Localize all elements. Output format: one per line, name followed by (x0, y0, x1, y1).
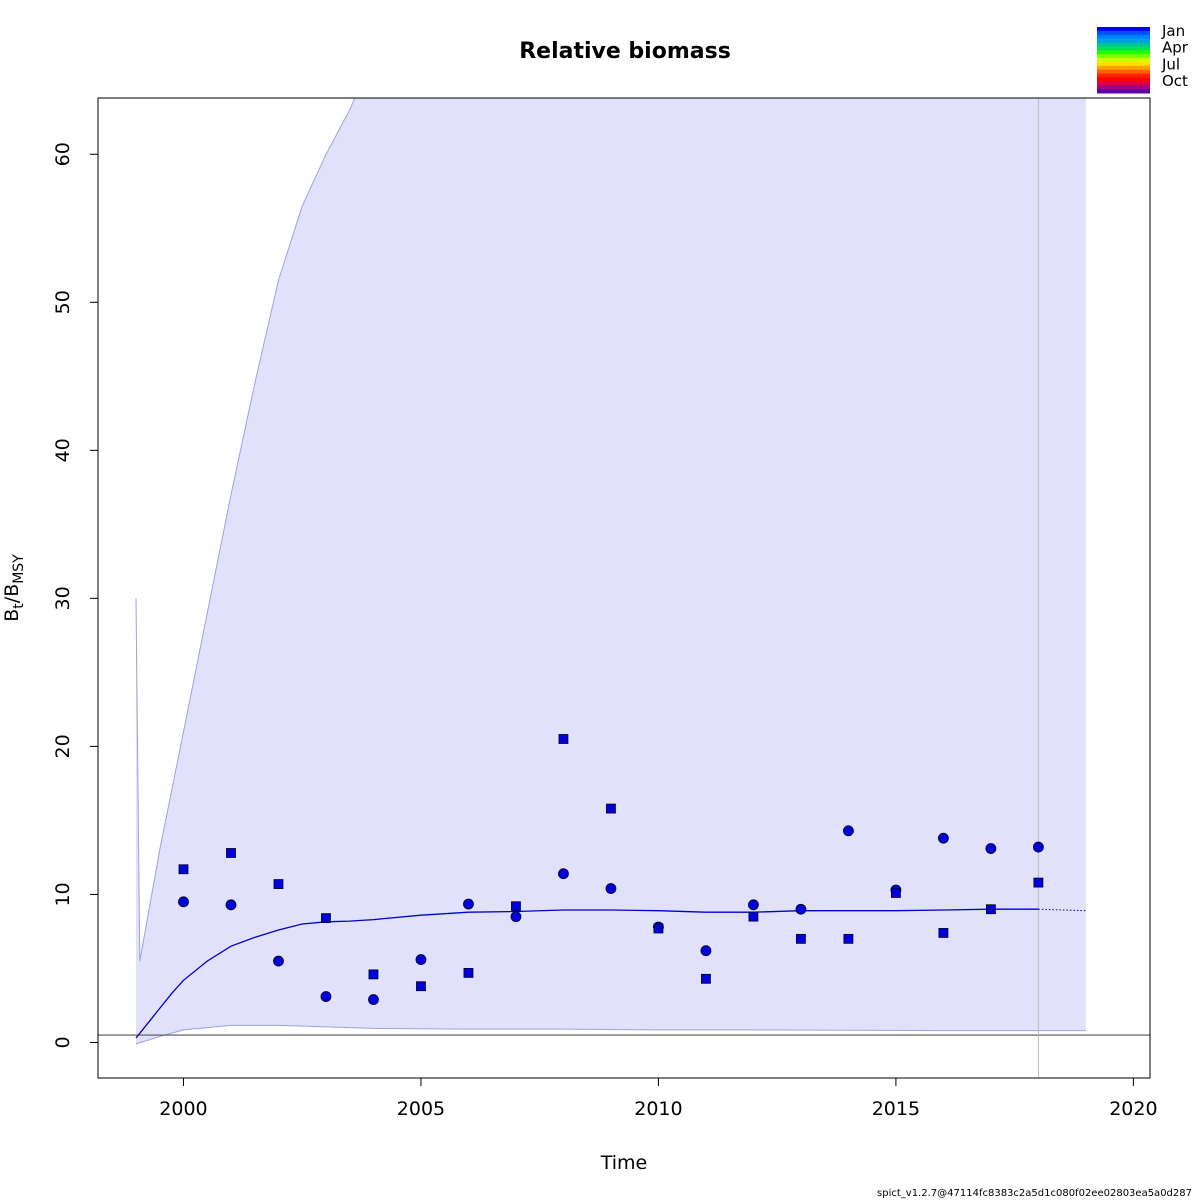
index1-circle-point (843, 825, 854, 837)
plot-frame (97, 97, 1151, 1079)
legend-color-swatch (1097, 27, 1150, 32)
index1-circle-point (748, 899, 759, 911)
index2-square-point (985, 904, 996, 915)
index2-square-point (321, 913, 331, 924)
index1-circle-point (558, 868, 569, 880)
index-points (178, 734, 1044, 1005)
y-axis-label: Bt/BMSY (1, 554, 27, 622)
y-axis-label-main: B (1, 609, 23, 622)
legend-label-jul: Jul (1161, 55, 1180, 73)
index1-circle-point (1032, 841, 1044, 853)
index2-square-point (368, 969, 379, 980)
index1-circle-point (985, 843, 997, 854)
legend-color-swatch (1097, 89, 1150, 94)
index2-square-point (843, 933, 854, 944)
confidence-upper-line (135, 98, 356, 962)
legend-color-swatch (1097, 81, 1150, 86)
y-tick-label: 60 (52, 142, 74, 166)
legend-color-swatch (1097, 38, 1150, 44)
index1-circle-point (178, 896, 189, 908)
index2-square-point (891, 888, 901, 898)
chart-title: Relative biomass (519, 39, 731, 64)
index2-square-point (606, 803, 616, 814)
legend-color-swatch (1097, 69, 1150, 75)
confidence-lower-line (135, 1024, 1086, 1045)
legend-color-swatch (1097, 50, 1150, 55)
index1-circle-point (415, 954, 427, 965)
index1-circle-point (463, 898, 474, 910)
index1-circle-point (605, 883, 617, 894)
y-tick-label: 30 (52, 586, 74, 610)
biomass-forecast-line (1038, 908, 1086, 912)
index1-circle-point (320, 991, 332, 1002)
x-tick-label: 2010 (634, 1098, 682, 1120)
index2-square-point (178, 864, 189, 875)
index2-square-point (416, 981, 426, 992)
x-axis-label: Time (600, 1152, 648, 1174)
legend-color-swatch (1097, 77, 1150, 82)
x-tick-label: 2000 (159, 1098, 207, 1120)
index2-square-point (938, 928, 949, 938)
confidence-band (136, 98, 1086, 1044)
version-footer: spict_v1.2.7@47114fc8383c2a5d1c080f02ee0… (877, 1188, 1192, 1199)
x-tick-label: 2015 (872, 1098, 920, 1120)
index2-square-point (463, 967, 474, 978)
legend-label-apr: Apr (1162, 39, 1189, 57)
index2-square-point (511, 901, 521, 912)
biomass-estimate-line (135, 908, 1039, 1039)
index2-square-point (558, 734, 569, 744)
index2-square-point (226, 848, 236, 858)
index1-circle-point (510, 911, 522, 923)
legend-color-swatch (1097, 65, 1150, 71)
index1-circle-point (937, 832, 949, 844)
legend-color-swatch (1097, 46, 1150, 51)
index2-square-point (1033, 877, 1044, 888)
y-axis-label-mid: /B (1, 584, 23, 603)
index2-square-point (653, 923, 664, 934)
index1-circle-point (700, 945, 712, 957)
index1-circle-point (273, 955, 284, 967)
legend-color-swatch (1097, 54, 1150, 59)
y-axis-label-sub2: MSY (11, 554, 27, 584)
index2-square-point (273, 879, 284, 889)
y-axis-label-sub1: t (11, 603, 27, 609)
x-tick-label: 2020 (1109, 1098, 1157, 1120)
legend-color-swatch (1097, 61, 1150, 67)
legend-color-swatch (1097, 34, 1150, 40)
legend-color-swatch (1097, 58, 1150, 63)
y-tick-label: 40 (52, 438, 74, 462)
plot-area (98, 98, 1150, 1078)
y-tick-label: 0 (52, 1036, 74, 1048)
y-axis: 0 10 20 30 40 50 60 (52, 142, 98, 1049)
legend-color-swatch (1097, 42, 1150, 47)
index1-circle-point (795, 903, 807, 915)
legend-label-oct: Oct (1162, 72, 1188, 90)
index1-circle-point (368, 994, 379, 1005)
legend-color-swatch (1097, 85, 1150, 90)
y-tick-label: 50 (52, 290, 74, 314)
index2-square-point (796, 933, 806, 944)
x-tick-label: 2005 (397, 1098, 445, 1120)
x-axis: 2000 2005 2010 2015 2020 (159, 1078, 1158, 1120)
legend-color-swatch (1097, 30, 1150, 36)
y-tick-label: 20 (52, 734, 74, 758)
y-tick-label: 10 (52, 882, 74, 906)
index2-square-point (701, 973, 711, 984)
legend-color-swatch (1097, 73, 1150, 78)
index1-circle-point (225, 899, 237, 911)
legend-label-jan: Jan (1161, 22, 1185, 40)
index2-square-point (748, 911, 759, 922)
